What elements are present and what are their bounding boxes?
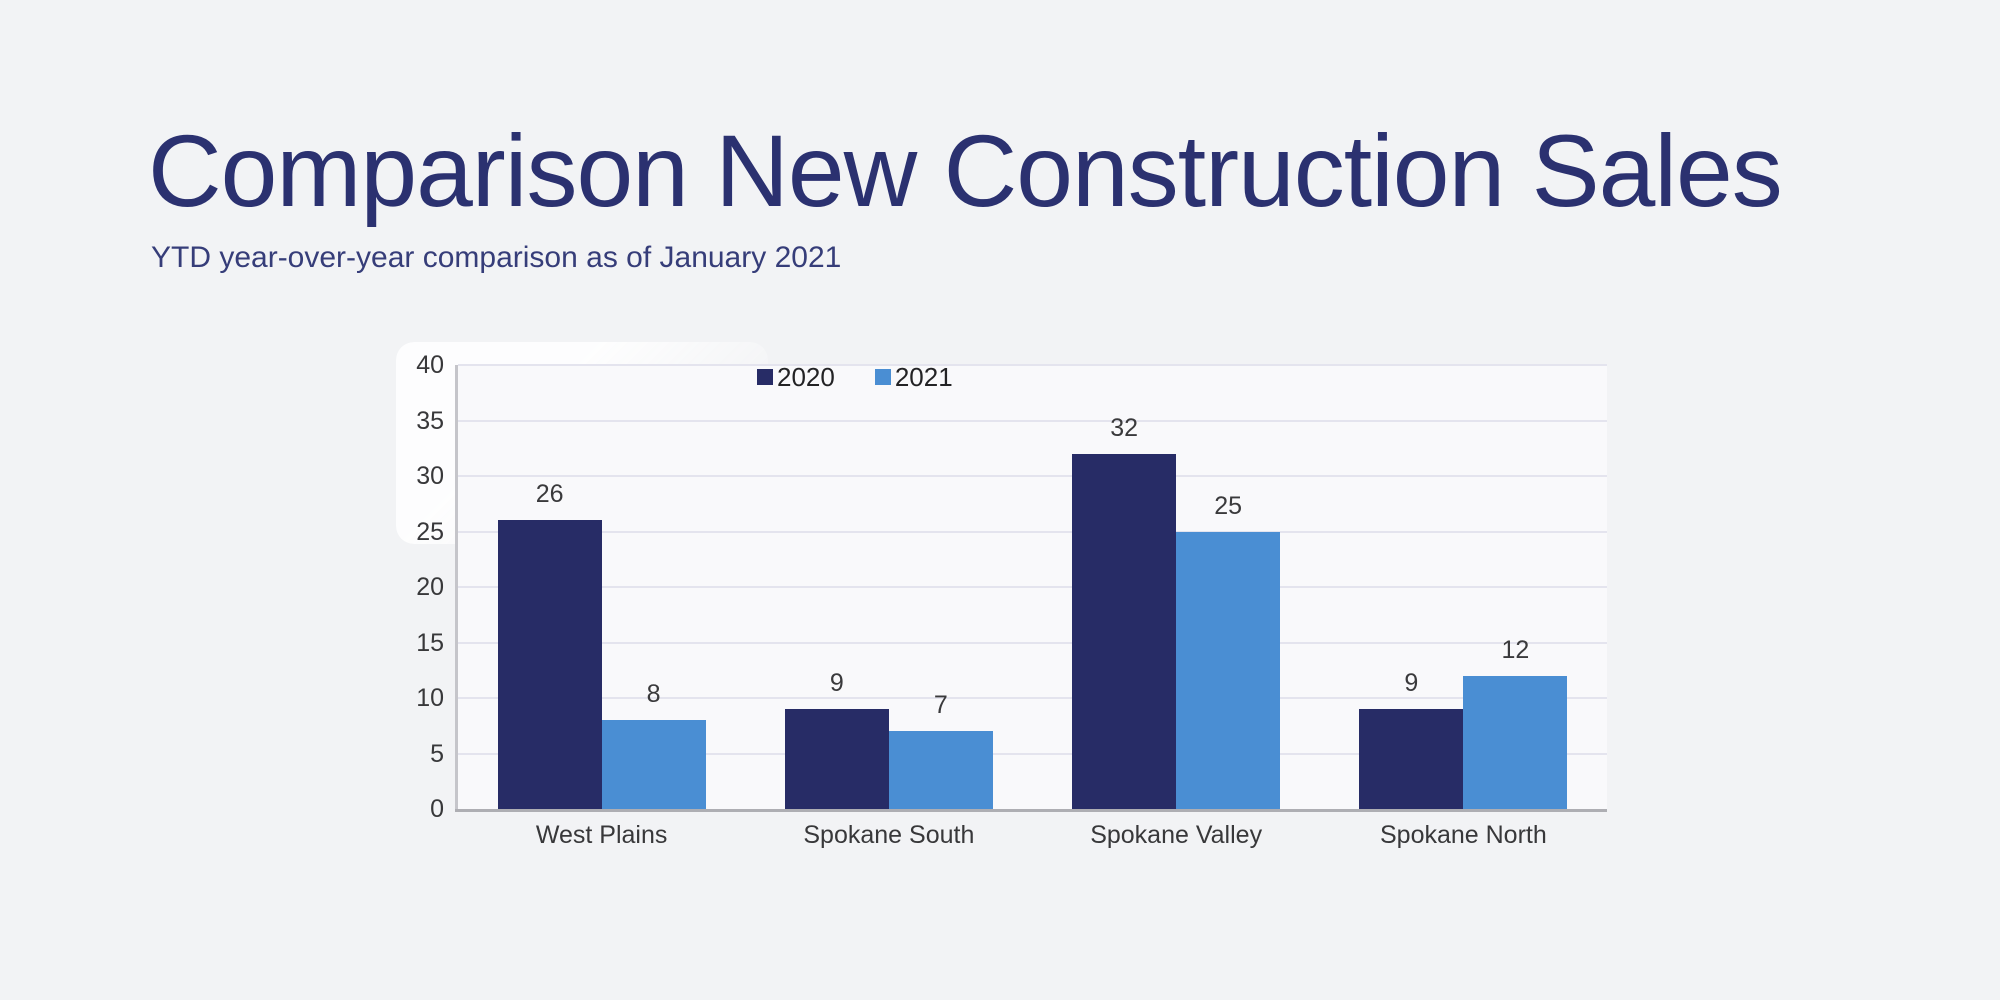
bar-2021-spokane-south: [888, 731, 993, 809]
x-axis-line: [455, 809, 1607, 812]
gridline-40: [458, 364, 1607, 366]
value-label: 26: [535, 480, 564, 509]
gridline-20: [458, 586, 1607, 588]
bar-2020-west-plains: [497, 520, 602, 809]
y-tick-20: 20: [416, 573, 444, 601]
y-tick-30: 30: [416, 462, 444, 490]
value-label: 7: [933, 691, 948, 720]
x-category-label: Spokane North: [1379, 821, 1547, 849]
legend-swatch-2020: [757, 369, 773, 385]
bar-2020-spokane-south: [784, 709, 889, 809]
legend-item-2020: 2020: [757, 364, 835, 390]
y-tick-35: 35: [416, 406, 444, 435]
gridline-5: [458, 752, 1607, 755]
bar-2021-spokane-north: [1463, 675, 1568, 809]
x-category-label: Spokane South: [803, 821, 975, 849]
value-label: 25: [1214, 491, 1243, 520]
legend-label-2020: 2020: [777, 362, 835, 392]
value-label: 8: [646, 680, 661, 709]
y-tick-40: 40: [416, 351, 444, 379]
y-tick-25: 25: [416, 517, 444, 546]
gridline-30: [458, 475, 1607, 477]
value-label: 32: [1110, 413, 1139, 442]
y-tick-0: 0: [430, 795, 444, 823]
bar-2021-west-plains: [601, 720, 706, 809]
value-label: 9: [1404, 669, 1419, 698]
y-axis-line: [455, 365, 458, 811]
page-subtitle: YTD year-over-year comparison as of Janu…: [151, 241, 842, 274]
value-label: 9: [829, 669, 844, 698]
chart-legend: 2020 2021: [757, 364, 953, 390]
bar-2020-spokane-valley: [1072, 453, 1177, 809]
y-tick-5: 5: [430, 739, 444, 768]
gridline-35: [458, 419, 1607, 422]
gridline-10: [458, 697, 1607, 699]
bar-2021-spokane-valley: [1176, 531, 1281, 809]
legend-item-2021: 2021: [874, 362, 953, 392]
value-label: 12: [1501, 635, 1530, 664]
y-tick-15: 15: [416, 628, 444, 657]
legend-swatch-2021: [874, 369, 891, 385]
gridline-15: [458, 641, 1607, 644]
x-category-label: Spokane Valley: [1090, 821, 1263, 849]
page-title: Comparison New Construction Sales: [148, 114, 1783, 228]
legend-label-2021: 2021: [894, 362, 953, 392]
gridline-25: [458, 530, 1607, 533]
y-tick-10: 10: [416, 684, 444, 712]
bar-2020-spokane-north: [1359, 709, 1464, 809]
x-category-label: West Plains: [535, 821, 668, 849]
